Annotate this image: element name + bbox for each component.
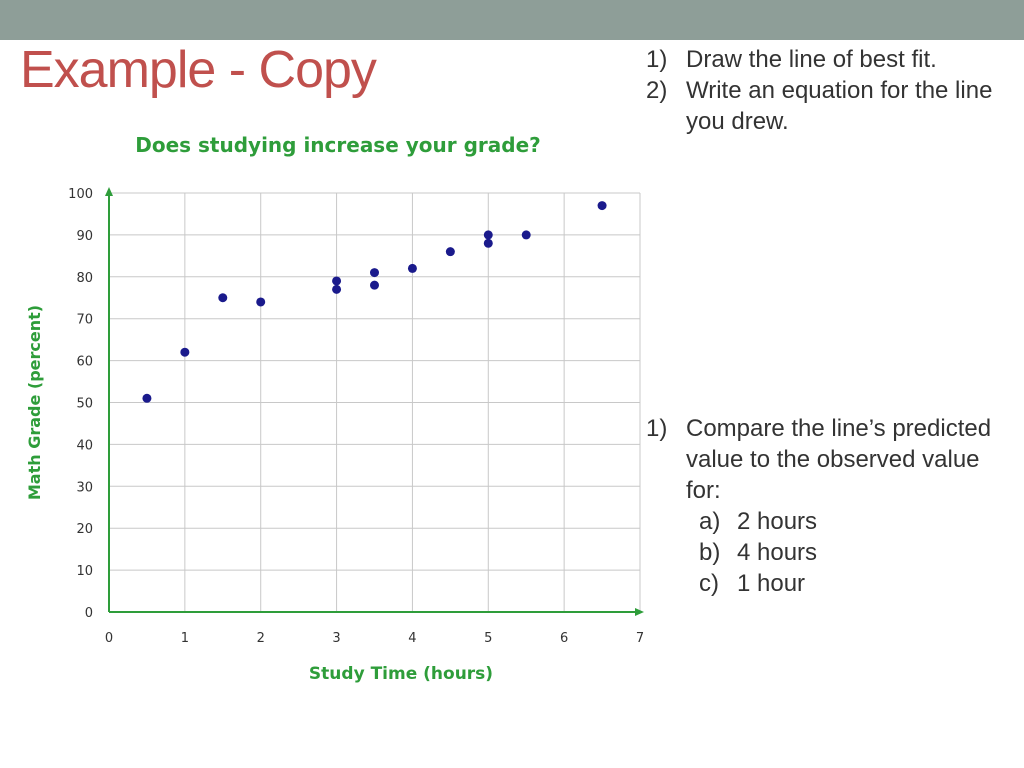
y-tick-label: 30 — [76, 480, 93, 495]
y-tick-label: 20 — [76, 522, 93, 537]
data-point — [180, 347, 190, 357]
instruction-number: 1) — [646, 415, 668, 442]
instruction-item: 2) Write an equation for the line you dr… — [646, 75, 1006, 137]
instruction-number: 1) — [646, 46, 668, 73]
data-point — [370, 268, 379, 278]
subitem-text: 4 hours — [737, 539, 818, 566]
x-tick-label: 0 — [105, 631, 113, 646]
data-point — [332, 276, 342, 286]
y-tick-label: 90 — [76, 229, 93, 244]
data-point — [256, 297, 266, 307]
data-point — [597, 201, 607, 211]
instructions-bottom: 1) Compare the line’s predicted value to… — [646, 413, 1006, 599]
subitem-text: 1 hour — [737, 570, 806, 597]
y-tick-label: 60 — [76, 355, 93, 370]
x-tick-label: 5 — [484, 631, 492, 646]
instruction-item: 1) Compare the line’s predicted value to… — [646, 413, 1006, 506]
y-tick-label: 40 — [76, 438, 93, 453]
y-axis-label: Math Grade (percent) — [25, 305, 44, 500]
x-tick-label: 7 — [636, 631, 644, 646]
x-tick-label: 1 — [181, 631, 189, 646]
data-point — [370, 280, 379, 290]
instruction-item: 1) Draw the line of best fit. — [646, 44, 1006, 75]
y-tick-label: 100 — [68, 187, 93, 202]
subitem-letter: a) — [699, 508, 721, 535]
slide-top-bar — [0, 0, 1024, 40]
instruction-subitem: b) 4 hours — [646, 537, 1006, 568]
data-point — [218, 293, 228, 303]
x-axis-label: Study Time (hours) — [309, 664, 493, 684]
instruction-text: Draw the line of best fit. — [686, 46, 937, 73]
data-point — [483, 238, 493, 248]
subitem-letter: c) — [699, 570, 719, 597]
x-tick-label: 3 — [332, 631, 340, 646]
slide-title: Example - Copy — [20, 41, 377, 99]
subitem-text: 2 hours — [737, 508, 818, 535]
y-axis-arrow-icon — [105, 187, 113, 196]
x-tick-label: 4 — [408, 631, 416, 646]
data-point — [142, 393, 152, 403]
chart-title: Does studying increase your grade? — [135, 133, 541, 157]
data-point — [407, 263, 417, 273]
data-point — [483, 230, 493, 240]
instruction-text: Write an equation for the line you drew. — [686, 77, 993, 135]
instruction-number: 2) — [646, 77, 668, 104]
instructions-top: 1) Draw the line of best fit. 2) Write a… — [646, 44, 1006, 137]
instruction-subitem: a) 2 hours — [646, 506, 1006, 537]
x-tick-label: 6 — [560, 631, 568, 646]
y-tick-label: 10 — [76, 564, 93, 579]
instruction-text: Compare the line’s predicted value to th… — [686, 415, 992, 504]
instruction-subitem: c) 1 hour — [646, 568, 1006, 599]
data-point — [521, 230, 531, 240]
x-tick-label: 2 — [257, 631, 265, 646]
x-axis-arrow-icon — [635, 608, 644, 616]
data-point — [445, 247, 455, 257]
y-tick-label: 70 — [76, 313, 93, 328]
y-tick-label: 0 — [85, 606, 93, 621]
y-tick-label: 80 — [76, 271, 93, 286]
data-point — [332, 284, 342, 294]
y-tick-label: 50 — [76, 397, 93, 412]
subitem-letter: b) — [699, 539, 721, 566]
